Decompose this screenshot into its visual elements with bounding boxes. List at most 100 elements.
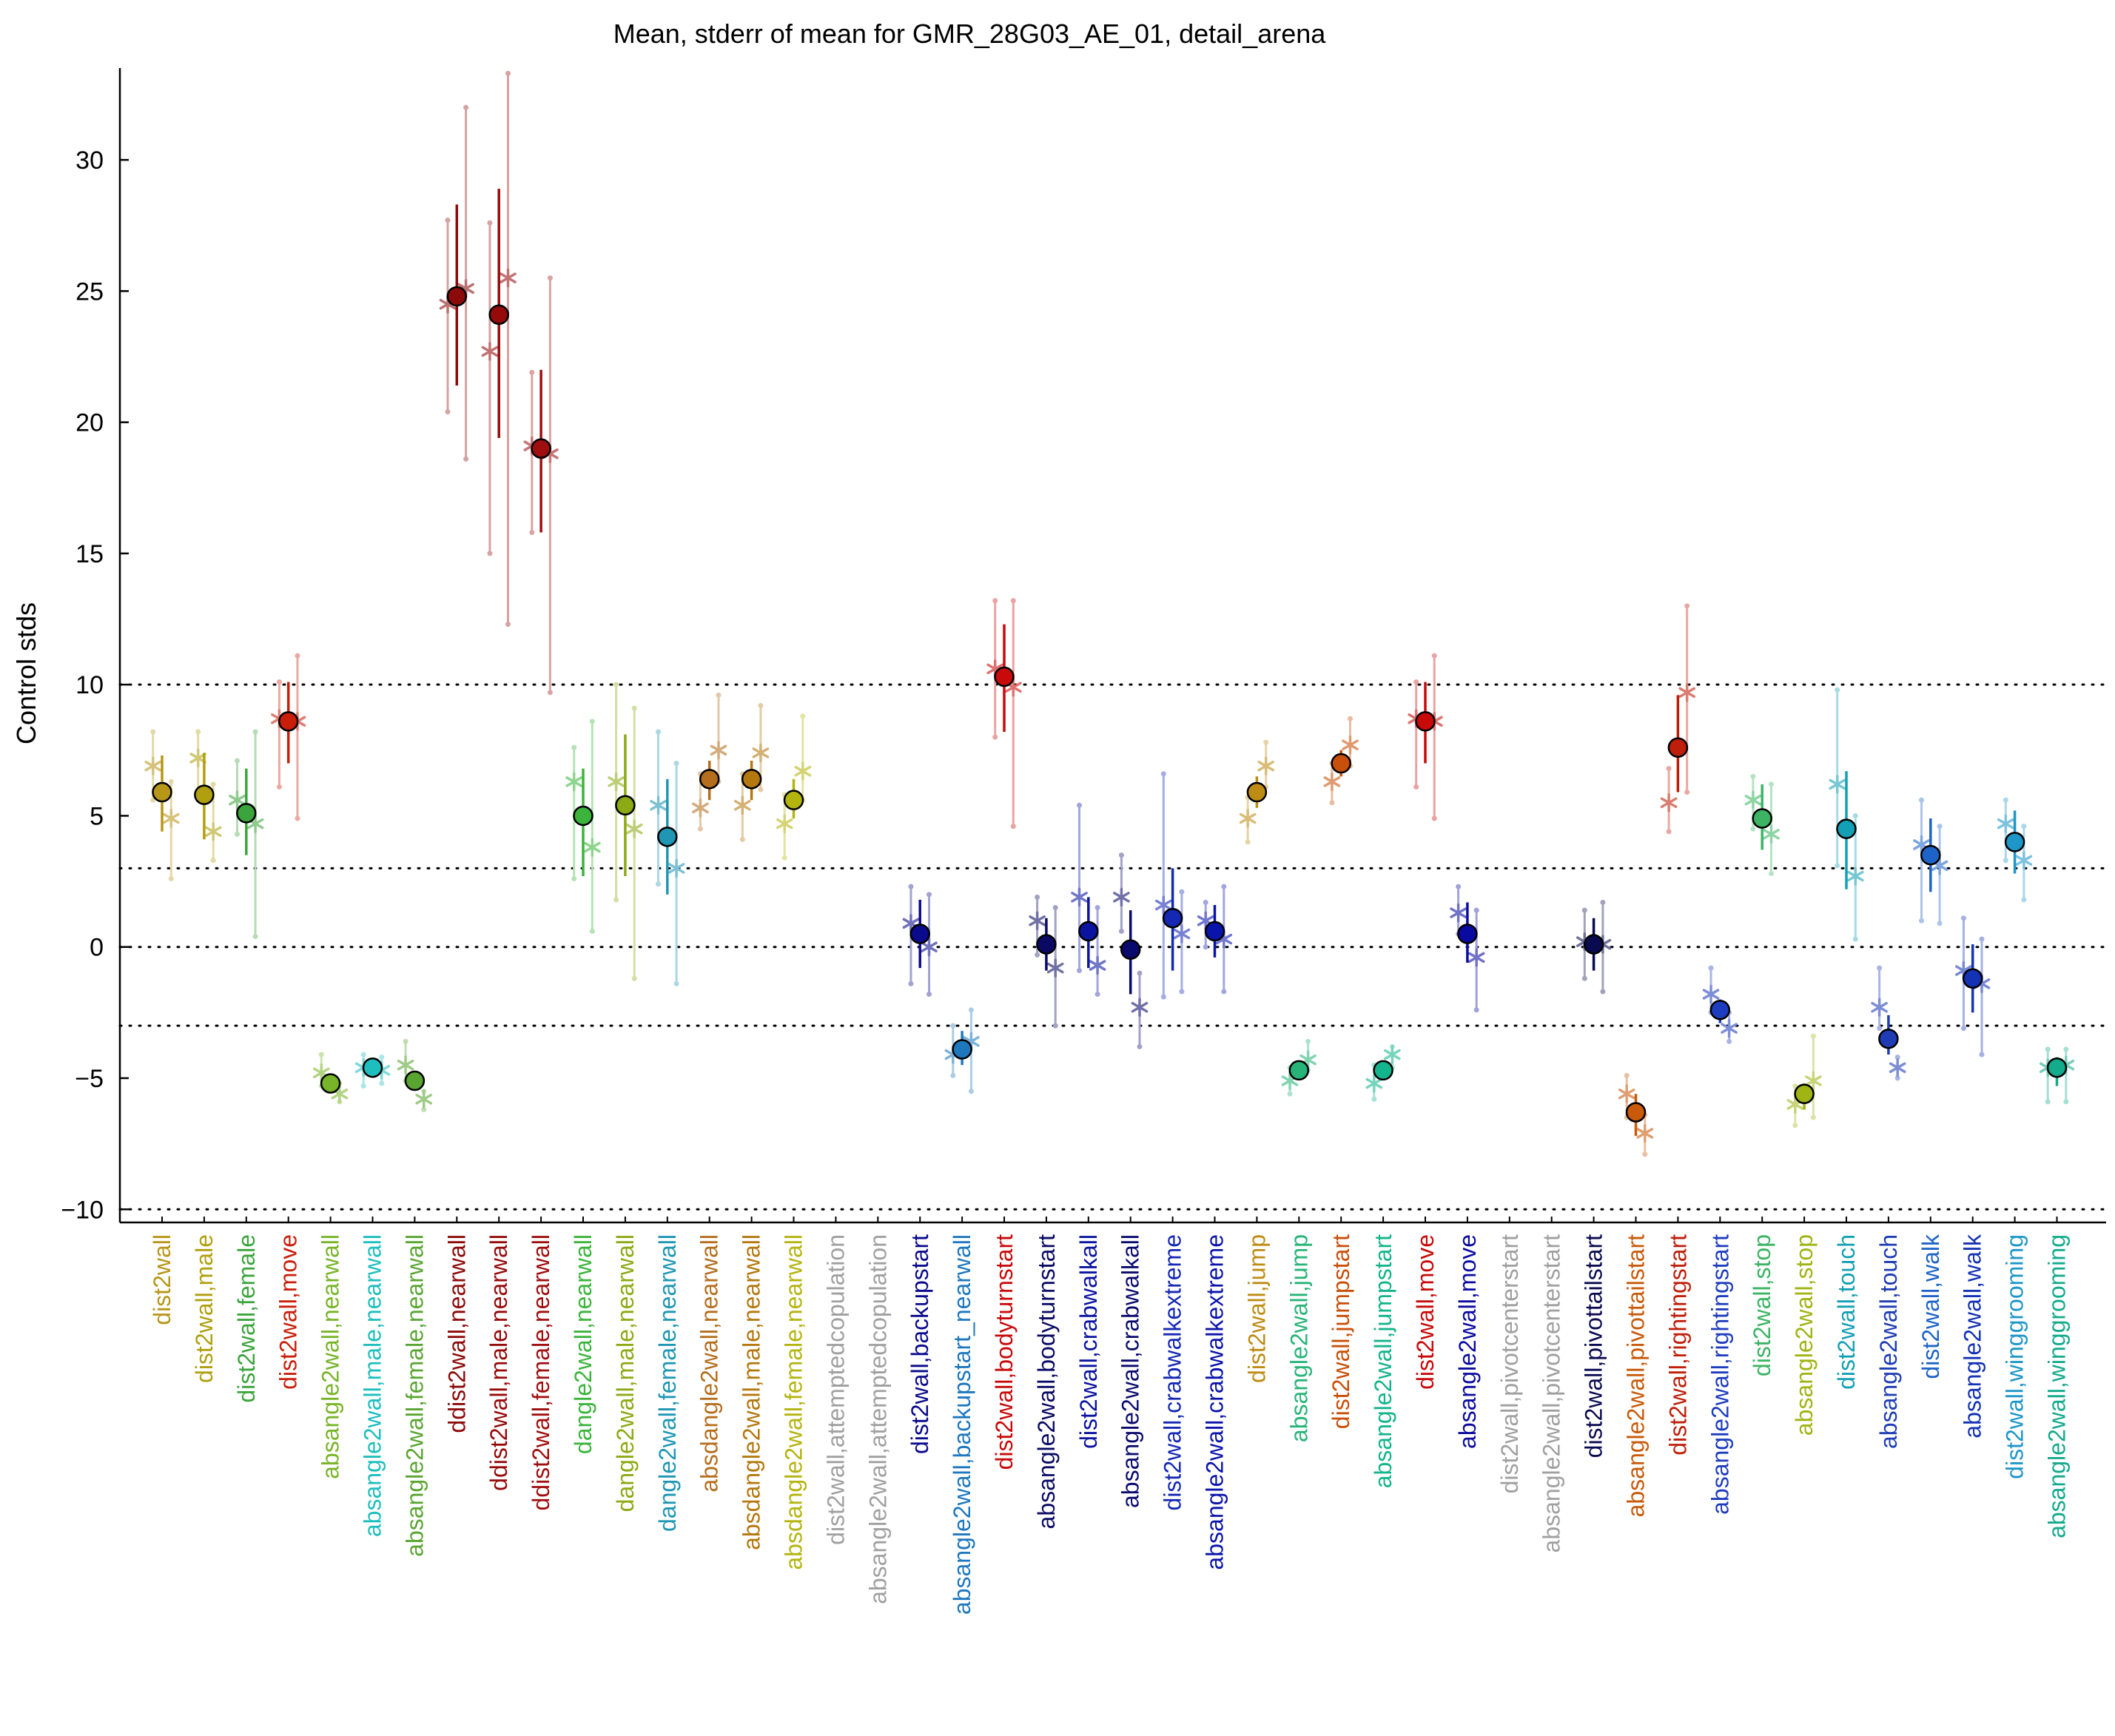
range-dot	[1221, 989, 1227, 995]
category-group	[481, 70, 517, 1222]
asterisk-marker	[1744, 790, 1762, 810]
range-dot	[379, 1080, 385, 1086]
asterisk-stroke	[1384, 1049, 1401, 1060]
range-dot	[150, 729, 156, 735]
asterisk-stroke	[608, 776, 625, 787]
asterisk-stroke	[565, 776, 583, 787]
range-dot	[1160, 994, 1166, 1000]
asterisk-marker	[1239, 809, 1257, 828]
range-dot	[1877, 1026, 1883, 1032]
mean-point	[1752, 808, 1772, 829]
range-dot	[1642, 1151, 1648, 1157]
mean-point	[531, 438, 551, 459]
category-group	[439, 104, 474, 1222]
category-group	[1281, 1038, 1317, 1222]
category-group	[1365, 1043, 1401, 1222]
range-dot	[276, 784, 282, 790]
range-dot	[926, 992, 932, 997]
asterisk-marker	[583, 838, 601, 857]
category-group	[565, 719, 601, 1222]
range-dot	[656, 881, 662, 887]
asterisk-stroke	[752, 747, 770, 758]
x-tick-label: dist2wall,crabwalkall	[1075, 1234, 1102, 1449]
range-dot	[547, 690, 553, 696]
asterisk-stroke	[1931, 860, 1948, 872]
mean-point	[2046, 1057, 2068, 1078]
asterisk-stroke	[1257, 760, 1275, 772]
range-dot	[252, 934, 258, 940]
range-dot	[403, 1038, 408, 1044]
mean-point	[1625, 1102, 1647, 1123]
range-dot	[1726, 1038, 1732, 1044]
mean-point	[152, 781, 172, 803]
mean-point	[1962, 968, 1983, 989]
asterisk-marker	[1636, 1123, 1654, 1143]
range-dot	[1179, 989, 1185, 995]
x-tick-label: dist2wall,attemptedcopulation	[822, 1234, 849, 1545]
asterisk-stroke	[583, 841, 601, 853]
range-dot	[1287, 1091, 1293, 1097]
category-group	[902, 884, 938, 1222]
category-group	[1197, 884, 1233, 1222]
asterisk-marker	[1721, 1018, 1738, 1038]
asterisk-stroke	[312, 1067, 330, 1079]
category-group	[1071, 802, 1106, 1222]
x-tick-label: dist2wall,crabwalkextreme	[1160, 1234, 1186, 1510]
range-dot	[673, 980, 679, 986]
range-dot	[613, 682, 619, 687]
range-dot	[908, 884, 914, 889]
category-group	[1997, 797, 2033, 1222]
range-dot	[968, 1089, 974, 1094]
asterisk-marker	[921, 937, 938, 957]
x-tick-label: dangle2wall,female,nearwall	[654, 1234, 681, 1532]
mean-point	[446, 286, 468, 307]
range-dot	[1473, 1007, 1479, 1013]
asterisk-stroke	[162, 813, 180, 824]
range-dot	[1431, 815, 1437, 821]
range-dot	[758, 787, 764, 793]
range-dot	[1221, 884, 1227, 889]
range-dot	[421, 1107, 427, 1113]
asterisk-stroke	[1721, 1023, 1738, 1034]
category-group	[1786, 1033, 1822, 1222]
range-dot	[631, 705, 637, 711]
asterisk-marker	[1365, 1074, 1383, 1093]
category-group	[1955, 915, 1991, 1222]
x-tick-label: ddist2wall,male,nearwall	[485, 1234, 512, 1491]
category-group	[650, 729, 685, 1222]
mean-point	[320, 1073, 341, 1094]
range-dot	[1919, 797, 1925, 803]
asterisk-marker	[1173, 924, 1191, 943]
asterisk-marker	[710, 741, 727, 760]
range-dot	[1877, 965, 1883, 971]
x-tick-label: absangle2wall,nearwall	[317, 1234, 344, 1479]
x-tick-label: dangle2wall,male,nearwall	[612, 1234, 639, 1512]
asterisk-stroke	[1997, 818, 2014, 830]
range-dot	[1937, 921, 1943, 926]
range-dot	[295, 653, 300, 659]
x-tick-label: dist2wall,rightingstart	[1664, 1234, 1691, 1456]
asterisk-marker	[1805, 1071, 1822, 1091]
asterisk-stroke	[776, 818, 793, 830]
range-dot	[716, 692, 722, 698]
asterisk-stroke	[1113, 892, 1130, 903]
mean-point	[278, 711, 299, 732]
asterisk-marker	[1829, 775, 1846, 794]
mean-point	[994, 666, 1015, 687]
category-group	[397, 1038, 433, 1222]
range-dot	[1347, 716, 1353, 721]
range-dot	[1581, 975, 1587, 981]
asterisk-stroke	[246, 818, 264, 830]
x-tick-label: absangle2wall,jump	[1285, 1234, 1312, 1442]
category-group	[1744, 773, 1780, 1222]
range-dot	[1305, 1038, 1311, 1044]
category-group	[1618, 1072, 1654, 1222]
range-dot	[950, 1023, 956, 1029]
range-dot	[210, 858, 216, 864]
x-tick-label: dist2wall,male	[191, 1234, 218, 1383]
mean-point	[1836, 818, 1857, 839]
asterisk-marker	[2015, 850, 2033, 870]
range-dot	[2021, 824, 2027, 830]
x-tick-label: dist2wall,walk	[1917, 1234, 1944, 1379]
mean-point	[488, 304, 509, 326]
